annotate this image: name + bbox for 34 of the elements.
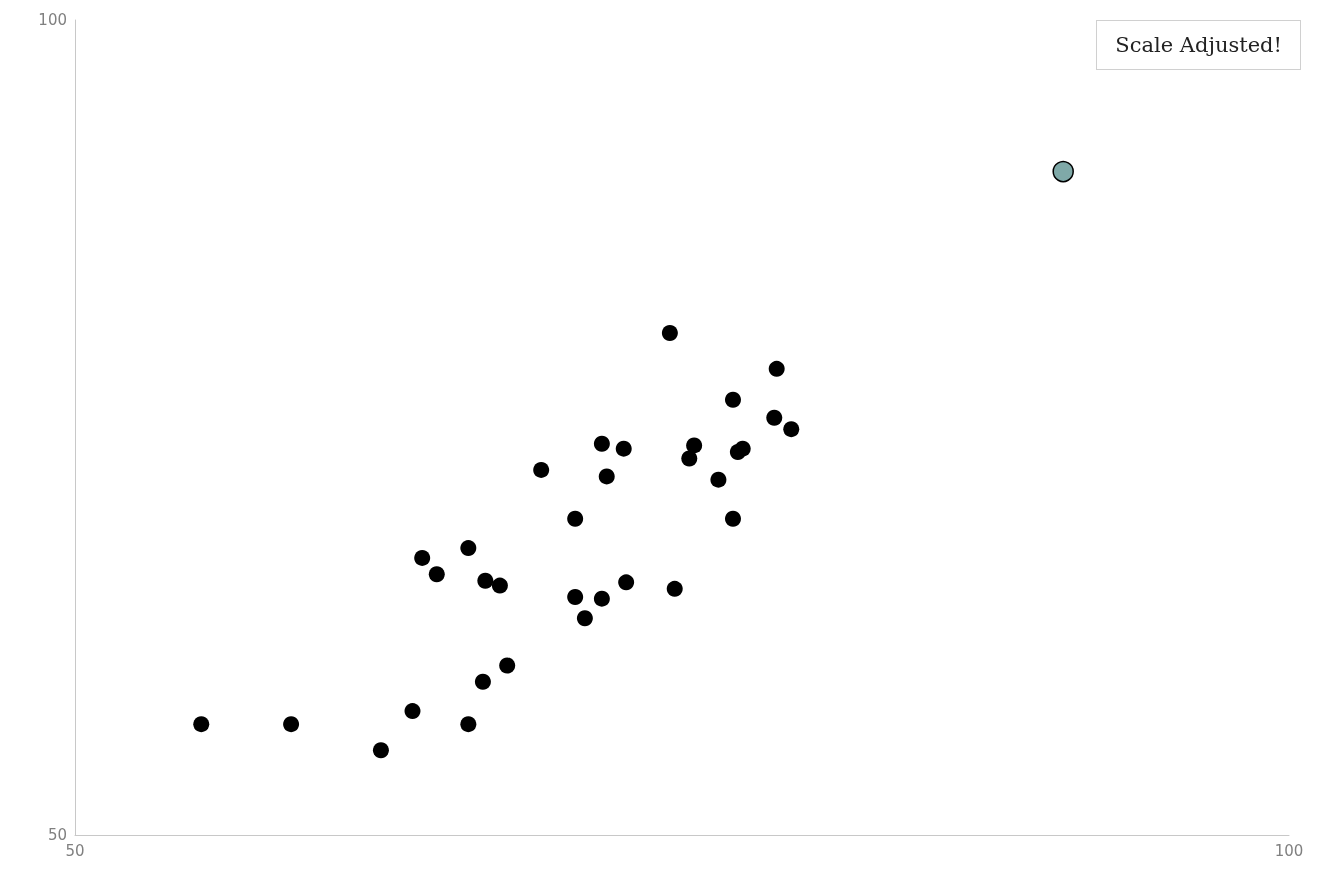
point (1052, 160, 1074, 183)
point (598, 468, 615, 485)
point (491, 577, 508, 594)
point (681, 450, 698, 467)
point (666, 580, 683, 597)
annotation: Scale Adjusted! (1096, 20, 1301, 70)
point (428, 566, 445, 583)
point (372, 742, 389, 759)
point (460, 716, 477, 733)
point (768, 360, 785, 377)
point (783, 421, 800, 438)
point (193, 716, 210, 733)
point (734, 440, 751, 457)
point (766, 409, 783, 426)
point (567, 510, 584, 527)
point (567, 589, 584, 606)
point (460, 540, 477, 557)
point (725, 391, 741, 408)
point (499, 657, 516, 674)
point (661, 324, 678, 341)
point (533, 461, 550, 478)
point (686, 437, 703, 454)
point (477, 572, 494, 589)
point (593, 590, 610, 607)
point (615, 440, 632, 457)
point (593, 435, 610, 452)
point (474, 673, 491, 690)
point (283, 716, 300, 733)
point (414, 549, 431, 566)
point (576, 610, 593, 627)
point (618, 574, 635, 591)
point (404, 703, 421, 720)
point (725, 510, 741, 527)
point (710, 471, 727, 488)
